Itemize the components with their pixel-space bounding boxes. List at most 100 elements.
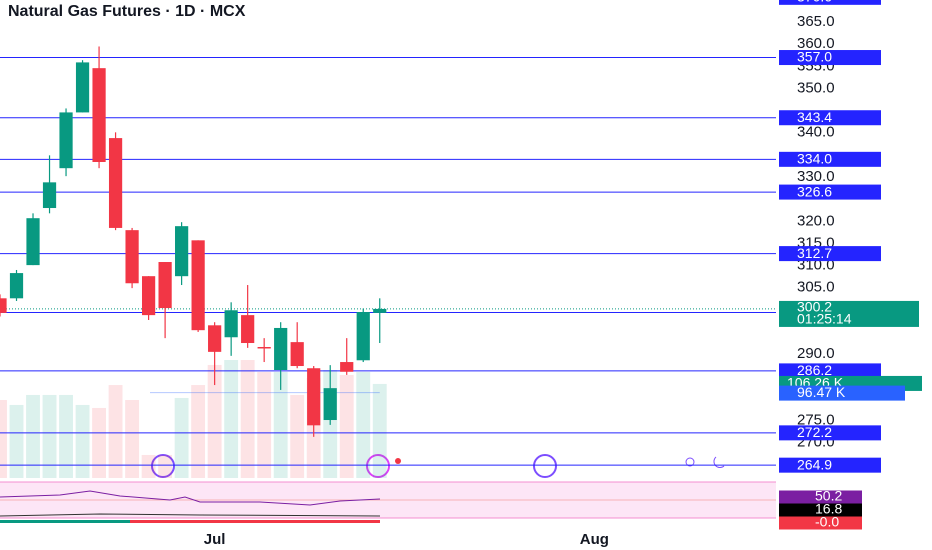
- level-label-box: [779, 457, 881, 473]
- level-label-box: [779, 363, 881, 379]
- level-label-box: [779, 184, 881, 200]
- sun-icon: [685, 457, 695, 467]
- event-icons: [151, 454, 725, 478]
- candle-body: [274, 327, 288, 371]
- y-tick-label: 275.0: [797, 411, 835, 428]
- volume-bar: [191, 385, 206, 478]
- indicator-label: 50.2: [815, 488, 842, 504]
- indicator-label-box: [779, 516, 862, 530]
- y-tick-label: 365.0: [797, 13, 835, 30]
- last-price-label: 300.2: [797, 299, 832, 315]
- event-icon[interactable]: [366, 454, 390, 478]
- countdown: 01:25:14: [797, 311, 852, 327]
- level-label: 370.6: [797, 0, 832, 5]
- volume-bar: [240, 360, 255, 478]
- candle-body: [356, 312, 370, 361]
- last-price-box: [779, 300, 919, 327]
- volume-bar: [59, 394, 73, 478]
- event-icon[interactable]: [533, 454, 557, 478]
- candle-body: [257, 346, 271, 349]
- event-dot: [395, 458, 401, 464]
- level-label-box: [779, 425, 881, 441]
- level-label-box: [779, 110, 881, 126]
- level-label: 312.7: [797, 245, 832, 261]
- candles-layer: [0, 46, 387, 437]
- y-tick-label: 290.0: [797, 345, 835, 362]
- candle-body: [42, 182, 57, 209]
- volume-bar: [207, 364, 222, 478]
- level-label-box: [779, 0, 881, 5]
- candle-body: [9, 273, 24, 299]
- volume-bar: [9, 404, 24, 478]
- candle-body: [75, 62, 90, 113]
- x-tick-label: Jul: [204, 531, 226, 548]
- volume-bar: [158, 454, 173, 478]
- volume-bar: [125, 400, 140, 478]
- volume-bar: [108, 385, 123, 478]
- volume-bar: [174, 397, 189, 478]
- y-tick-label: 320.0: [797, 212, 835, 229]
- volume-bar: [290, 394, 305, 478]
- volume-bar: [141, 454, 156, 478]
- level-label: 264.9: [797, 456, 832, 472]
- candle-body: [373, 308, 387, 313]
- level-label: 326.6: [797, 183, 832, 199]
- candle-body: [175, 226, 189, 277]
- axis-layer: 365.0360.0355.0350.0340.0330.0320.0315.0…: [779, 0, 922, 530]
- indicator-strip: [130, 520, 380, 523]
- indicator-label: -0.0: [815, 514, 839, 530]
- volume-bar: [0, 400, 7, 478]
- y-tick-label: 305.0: [797, 279, 835, 296]
- y-tick-label: 360.0: [797, 35, 835, 52]
- candle-body: [191, 240, 205, 331]
- volume-layer: [0, 360, 387, 478]
- candle-body: [141, 276, 156, 316]
- candle-body: [125, 230, 139, 284]
- candle-body: [158, 262, 172, 309]
- indicator-strip: [0, 520, 130, 523]
- volume-ma-label: 96.47 K: [797, 384, 846, 400]
- candle-body: [59, 112, 73, 169]
- candle-body: [108, 138, 123, 228]
- level-label-box: [779, 246, 881, 262]
- volume-bar: [224, 360, 239, 478]
- volume-ma-box: [779, 385, 905, 401]
- candle-body: [26, 218, 40, 266]
- volume-bar: [75, 404, 90, 478]
- level-label: 343.4: [797, 109, 832, 125]
- level-label: 286.2: [797, 362, 832, 378]
- volume-bar: [42, 394, 57, 478]
- level-label: 272.2: [797, 424, 832, 440]
- indicator-label-box: [779, 490, 862, 504]
- level-label-box: [779, 50, 881, 66]
- y-tick-label: 340.0: [797, 124, 835, 141]
- x-tick-label: Aug: [580, 531, 609, 548]
- event-icon[interactable]: [151, 454, 175, 478]
- indicator-line: [0, 513, 381, 517]
- level-label: 357.0: [797, 49, 832, 65]
- volume-bar: [273, 371, 288, 478]
- volume-bar: [26, 394, 40, 478]
- candle-body: [323, 388, 337, 421]
- candle-body: [241, 315, 255, 344]
- chart-title: Natural Gas Futures · 1D · MCX: [8, 3, 246, 20]
- level-label-box: [779, 151, 881, 167]
- candle-body: [0, 298, 7, 313]
- indicator-label: 16.8: [815, 501, 842, 517]
- volume-bar: [372, 383, 387, 478]
- candle-body: [340, 362, 354, 372]
- volume-bar: [356, 371, 371, 478]
- candle-body: [92, 68, 106, 162]
- volume-bar: [257, 371, 272, 478]
- candle-body: [224, 310, 238, 338]
- indicator-label-box: [779, 503, 862, 517]
- candle-body: [290, 342, 304, 367]
- volume-bar: [92, 407, 106, 478]
- volume-bar: [339, 374, 354, 478]
- candle-body: [208, 325, 222, 352]
- indicator-line: [0, 490, 381, 506]
- level-label: 334.0: [797, 151, 832, 167]
- y-tick-label: 350.0: [797, 79, 835, 96]
- y-tick-label: 330.0: [797, 168, 835, 185]
